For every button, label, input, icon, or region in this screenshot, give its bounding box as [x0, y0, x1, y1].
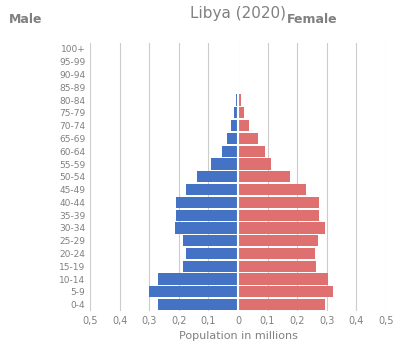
Bar — [236, 94, 238, 106]
Bar — [237, 82, 238, 93]
Bar — [176, 197, 238, 208]
Text: Male: Male — [9, 14, 42, 26]
Bar — [158, 273, 238, 285]
Bar — [211, 158, 238, 170]
X-axis label: Population in millions: Population in millions — [179, 331, 297, 341]
Bar — [238, 299, 325, 310]
Bar — [238, 184, 306, 195]
Title: Libya (2020): Libya (2020) — [190, 6, 286, 20]
Bar — [238, 120, 249, 131]
Bar — [186, 248, 238, 259]
Bar — [238, 69, 239, 80]
Bar — [158, 299, 238, 310]
Bar — [184, 261, 238, 272]
Bar — [238, 94, 241, 106]
Bar — [238, 248, 315, 259]
Text: Female: Female — [286, 14, 337, 26]
Bar — [238, 158, 271, 170]
Bar — [233, 107, 238, 118]
Bar — [238, 133, 258, 144]
Bar — [186, 184, 238, 195]
Bar — [238, 222, 325, 234]
Bar — [238, 82, 239, 93]
Bar — [238, 107, 244, 118]
Bar — [197, 171, 238, 183]
Bar — [227, 133, 238, 144]
Bar — [174, 222, 238, 234]
Bar — [184, 235, 238, 246]
Bar — [149, 286, 238, 297]
Bar — [238, 235, 318, 246]
Bar — [238, 171, 290, 183]
Bar — [238, 197, 319, 208]
Bar — [231, 120, 238, 131]
Bar — [176, 210, 238, 221]
Bar — [222, 146, 238, 157]
Bar — [238, 273, 328, 285]
Bar — [238, 286, 332, 297]
Bar — [238, 146, 265, 157]
Bar — [238, 261, 316, 272]
Bar — [238, 210, 319, 221]
